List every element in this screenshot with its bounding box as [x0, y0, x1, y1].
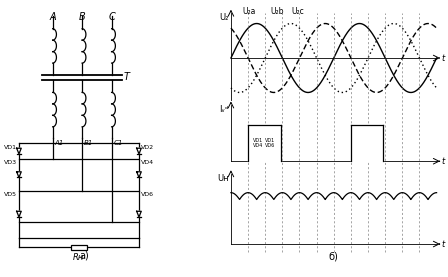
Text: T: T — [123, 72, 129, 82]
Text: VD4: VD4 — [141, 160, 154, 165]
Text: U₂b: U₂b — [270, 7, 284, 16]
Text: t: t — [441, 53, 444, 63]
Polygon shape — [17, 172, 21, 177]
Polygon shape — [17, 211, 21, 217]
Polygon shape — [137, 172, 141, 177]
Text: t: t — [441, 240, 444, 248]
Text: U₂c: U₂c — [292, 7, 304, 16]
Text: VD1
VD6: VD1 VD6 — [265, 138, 276, 148]
Text: A1: A1 — [55, 140, 64, 145]
Text: U₂: U₂ — [219, 13, 228, 22]
Text: C: C — [108, 12, 115, 22]
Text: t: t — [441, 157, 444, 166]
Text: B1: B1 — [84, 140, 94, 145]
Text: б): б) — [329, 252, 339, 262]
Polygon shape — [137, 148, 141, 154]
Text: VD6: VD6 — [141, 192, 154, 197]
Text: VD3: VD3 — [4, 160, 17, 165]
Text: а): а) — [79, 251, 89, 261]
Text: VD1
VD4: VD1 VD4 — [254, 138, 264, 148]
Bar — [70, 245, 87, 250]
Text: VD2: VD2 — [141, 145, 154, 150]
Text: B: B — [79, 12, 86, 22]
Text: Iᵥᵈ: Iᵥᵈ — [219, 105, 228, 114]
Polygon shape — [137, 211, 141, 217]
Text: Uн: Uн — [217, 174, 228, 183]
Text: VD1: VD1 — [4, 145, 17, 150]
Text: U₂a: U₂a — [242, 7, 256, 16]
Polygon shape — [17, 148, 21, 154]
Text: C1: C1 — [114, 140, 123, 145]
Text: A: A — [49, 12, 56, 22]
Text: VD5: VD5 — [4, 192, 17, 197]
Text: Rн: Rн — [73, 253, 85, 262]
